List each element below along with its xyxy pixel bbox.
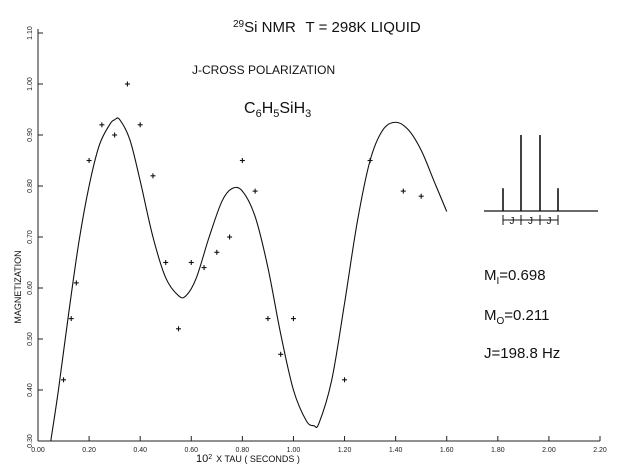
x-tick-label: 0.80 [236, 447, 250, 454]
data-point [401, 189, 406, 194]
data-point [138, 122, 143, 127]
data-point [342, 377, 347, 382]
formula-text: H [262, 100, 274, 117]
x-axis-label-exponent: 2 [208, 454, 212, 461]
data-point [278, 352, 283, 357]
x-tick-label: 1.80 [491, 447, 505, 454]
spacing-label: J [528, 216, 533, 227]
y-tick-label: 0.70 [27, 230, 34, 244]
y-tick-label: 1.00 [27, 77, 34, 91]
x-tick-label: 0.40 [133, 447, 147, 454]
spacing-label: J [510, 216, 515, 227]
parameter-value: =0.698 [499, 267, 545, 284]
fit-curve [51, 118, 447, 441]
plot-area [51, 82, 447, 442]
parameter-text: MI=0.698 [484, 267, 546, 287]
data-point [125, 82, 130, 87]
y-tick-label: 0.80 [27, 179, 34, 193]
title-nucleus: Si NMR [244, 19, 296, 36]
data-point [74, 280, 79, 285]
data-point [214, 250, 219, 255]
parameter-symbol: M [484, 267, 497, 284]
y-tick-label: 0.40 [27, 383, 34, 397]
chart-subtitle: J-CROSS POLARIZATION [192, 63, 335, 77]
title-condition: T = 298K LIQUID [306, 19, 421, 36]
parameter-symbol: M [484, 307, 497, 324]
y-tick-label: 0.60 [27, 281, 34, 295]
data-point [112, 133, 117, 138]
x-axis-label: 102 X TAU ( SECONDS ) [196, 453, 300, 465]
data-point [176, 326, 181, 331]
x-tick-label: 1.00 [287, 447, 301, 454]
data-point [69, 316, 74, 321]
data-point [189, 260, 194, 265]
data-point [419, 194, 424, 199]
data-point [87, 158, 92, 163]
x-tick-label: 2.00 [542, 447, 556, 454]
formula-text: SiH [279, 100, 305, 117]
x-tick-label: 0.20 [82, 447, 96, 454]
data-point [227, 235, 232, 240]
x-axis-label-prefix: 10 [196, 453, 208, 465]
y-tick-label: 0.50 [27, 332, 34, 346]
data-point [265, 316, 270, 321]
title-isotope: 29 [233, 19, 245, 30]
x-tick-label: 2.20 [593, 447, 607, 454]
parameter-value: =0.211 [504, 307, 549, 324]
parameter-symbol: J [484, 345, 492, 362]
parameter-text: MO=0.211 [484, 307, 549, 327]
data-point [150, 173, 155, 178]
formula-subscript: 3 [305, 108, 311, 120]
y-tick-label: 0.90 [27, 128, 34, 142]
fit-parameters: MI=0.698 MO=0.211 J=198.8 Hz [484, 267, 560, 362]
y-tick-label: 1.10 [27, 26, 34, 40]
data-point [202, 265, 207, 270]
data-point [99, 122, 104, 127]
formula-text: C [244, 100, 256, 117]
axes: 0.00 0.20 0.40 0.60 0.80 1.00 1.20 1.40 1.60 1.80… [27, 26, 607, 454]
data-point [291, 316, 296, 321]
chart-title: 29Si NMR T = 298K LIQUID [233, 19, 421, 37]
parameter-text: J=198.8 Hz [484, 345, 560, 362]
data-point [240, 158, 245, 163]
data-point [163, 260, 168, 265]
data-point [253, 189, 258, 194]
x-tick-label: 1.20 [338, 447, 352, 454]
spacing-label: J [547, 216, 552, 227]
data-point [61, 377, 66, 382]
y-tick-label: 0.30 [27, 434, 34, 448]
parameter-value: =198.8 Hz [492, 345, 561, 362]
x-tick-label: 1.60 [440, 447, 454, 454]
x-tick-label: 1.40 [389, 447, 403, 454]
compound-formula: C6H5SiH3 [244, 100, 311, 120]
x-axis-label-rest: X TAU ( SECONDS ) [216, 454, 300, 464]
y-axis-label: MAGNETIZATION [13, 250, 23, 323]
